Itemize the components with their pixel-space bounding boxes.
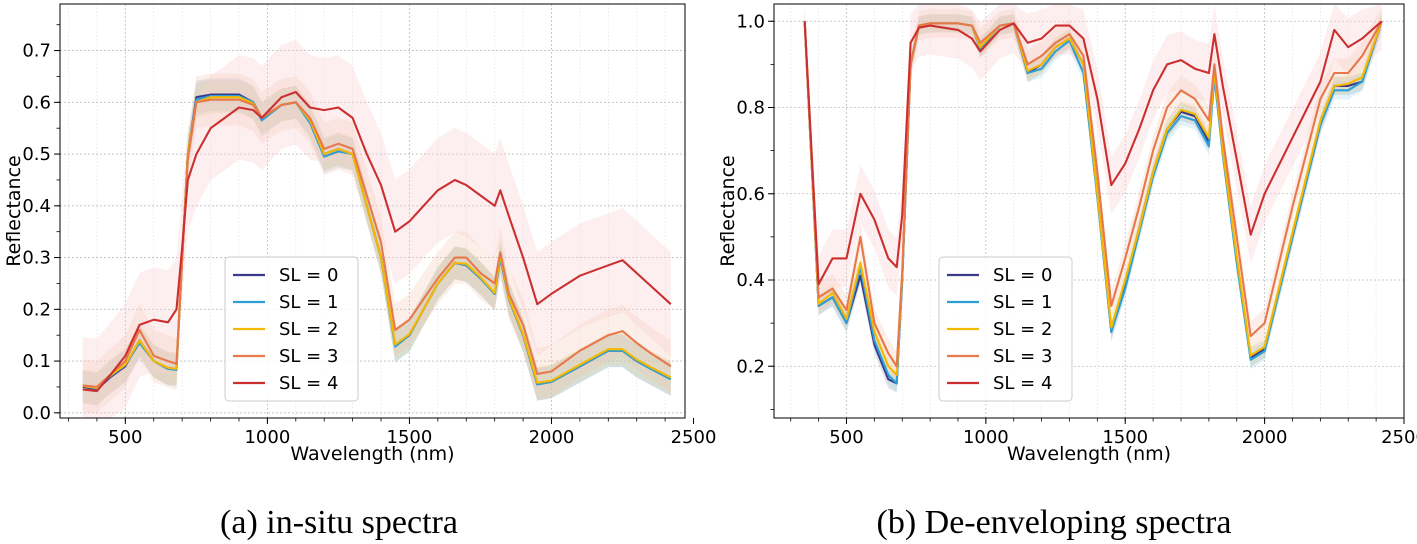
series-line-sl-2 — [803, 20, 1383, 376]
legend: SL = 0 SL = 1 SL = 2 SL = 3 SL = 4 — [224, 256, 359, 402]
x-tick-label: 2000 — [529, 427, 575, 448]
plot-frame — [773, 3, 1405, 419]
legend: SL = 0 SL = 1 SL = 2 SL = 3 SL = 4 — [938, 256, 1073, 402]
y-tick-label: 0.6 — [22, 92, 51, 113]
legend-label-sl-4: SL = 4 — [993, 373, 1052, 394]
legend-label-sl-3: SL = 3 — [279, 346, 338, 367]
legend-label-sl-0: SL = 0 — [993, 265, 1052, 286]
series-line-sl-3 — [803, 20, 1383, 368]
series-line-sl-1 — [803, 20, 1383, 385]
legend-box — [224, 256, 359, 402]
chart-in-situ-spectra: 500 1000 1500 2000 2500 0.0 0.1 0.2 0.3 0.4 0.5 0.6… — [3, 3, 717, 541]
x-tick-label: 1000 — [963, 427, 1009, 448]
x-tick-label: 2000 — [1242, 427, 1288, 448]
figure-caption: (b) De-enveloping spectra — [877, 504, 1232, 541]
uncertainty-band-sl-4 — [82, 39, 671, 419]
uncertainty-band-sl-4 — [804, 4, 1382, 314]
legend-label-sl-3: SL = 3 — [993, 346, 1052, 367]
legend-label-sl-2: SL = 2 — [279, 319, 338, 340]
y-tick-label: 0.8 — [736, 98, 765, 119]
legend-label-sl-2: SL = 2 — [993, 319, 1052, 340]
legend-label-sl-0: SL = 0 — [279, 265, 338, 286]
x-tick-label: 500 — [108, 427, 142, 448]
legend-label-sl-1: SL = 1 — [279, 292, 338, 313]
y-tick-label: 0.2 — [736, 356, 765, 377]
chart-de-enveloping-spectra: 500 1000 1500 2000 2500 0.2 0.4 0.6 0.8 1.0 Wavele… — [717, 3, 1417, 541]
x-axis-label: Wavelength (nm) — [1007, 443, 1171, 465]
legend-label-sl-4: SL = 4 — [279, 373, 338, 394]
x-tick-label: 500 — [829, 427, 863, 448]
series-line-sl-4 — [803, 20, 1383, 286]
x-tick-label: 1000 — [244, 427, 290, 448]
legend-box — [938, 256, 1073, 402]
y-tick-label: 0.4 — [22, 196, 51, 217]
y-tick-label: 0.7 — [22, 41, 51, 62]
series-line-sl-4 — [82, 90, 672, 393]
x-tick-label: 2500 — [671, 427, 717, 448]
y-tick-label: 1.0 — [736, 11, 765, 32]
series-line-sl-3 — [82, 98, 672, 388]
y-axis-label: Reflectance — [3, 155, 25, 266]
y-axis-label: Reflectance — [717, 155, 739, 266]
y-tick-label: 0.4 — [736, 270, 765, 291]
plot-frame — [59, 3, 686, 419]
y-tick-label: 0.6 — [736, 184, 765, 205]
x-axis-label: Wavelength (nm) — [290, 443, 454, 465]
legend-label-sl-1: SL = 1 — [993, 292, 1052, 313]
series-line-sl-2 — [82, 96, 672, 390]
x-tick-label: 2500 — [1381, 427, 1417, 448]
y-tick-label: 0.0 — [22, 403, 51, 424]
y-tick-label: 0.5 — [22, 144, 51, 165]
figure-caption: (a) in-situ spectra — [220, 504, 458, 541]
y-tick-label: 0.3 — [22, 248, 51, 269]
y-tick-label: 0.1 — [22, 351, 51, 372]
x-tick-label: 1500 — [1102, 427, 1148, 448]
x-tick-label: 1500 — [387, 427, 433, 448]
y-tick-label: 0.2 — [22, 299, 51, 320]
